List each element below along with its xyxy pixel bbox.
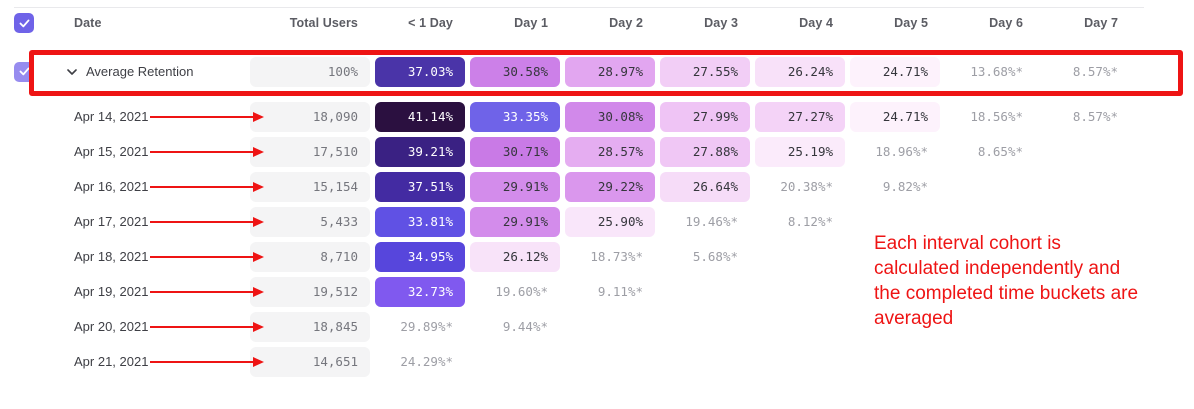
total-users-cell[interactable]: 18,845 <box>250 311 370 342</box>
retention-cell[interactable]: 37.03% <box>375 56 465 87</box>
retention-cell[interactable]: 13.68%* <box>970 64 1023 79</box>
retention-cell[interactable]: 18.96%* <box>875 144 928 159</box>
retention-cell[interactable]: 37.51% <box>375 171 465 202</box>
column-header-day-7: Day 7 <box>1084 16 1118 30</box>
retention-cell[interactable]: 29.89%* <box>400 319 453 334</box>
date-row[interactable]: Apr 18, 2021 8,710 34.95% 26.12% 18.73%* 5.… <box>14 239 1144 274</box>
column-header-day-3: Day 3 <box>704 16 738 30</box>
total-users-cell[interactable]: 19,512 <box>250 276 370 307</box>
retention-cell[interactable]: 30.71% <box>470 136 560 167</box>
retention-cell[interactable]: 27.55% <box>660 56 750 87</box>
retention-cell[interactable]: 27.99% <box>660 101 750 132</box>
retention-cell[interactable]: 25.19% <box>755 136 845 167</box>
total-users-cell[interactable]: 15,154 <box>250 171 370 202</box>
retention-cell[interactable]: 5.68%* <box>692 249 738 264</box>
row-checkbox[interactable] <box>14 61 34 82</box>
retention-cell[interactable]: 24.71% <box>850 101 940 132</box>
retention-cell[interactable]: 41.14% <box>375 101 465 132</box>
date-label: Apr 16, 2021 <box>74 179 149 194</box>
retention-cell[interactable]: 29.91% <box>470 206 560 237</box>
column-header-day-1: Day 1 <box>514 16 548 30</box>
retention-cell[interactable]: 8.57%* <box>1072 64 1118 79</box>
average-retention-label: Average Retention <box>86 64 194 79</box>
date-label: Apr 17, 2021 <box>74 214 149 229</box>
total-users-cell[interactable]: 100% <box>250 56 370 87</box>
retention-cell[interactable]: 33.35% <box>470 101 560 132</box>
retention-cell[interactable]: 30.08% <box>565 101 655 132</box>
average-retention-row[interactable]: Average Retention 100% 37.03% 30.58% 28.97… <box>14 54 1144 89</box>
retention-cell[interactable]: 32.73% <box>375 276 465 307</box>
date-row[interactable]: Apr 17, 2021 5,433 33.81% 29.91% 25.90% 19.… <box>14 204 1144 239</box>
retention-cell[interactable]: 33.81% <box>375 206 465 237</box>
check-icon <box>19 19 29 27</box>
date-row[interactable]: Apr 20, 2021 18,845 29.89%* 9.44%* <box>14 309 1144 344</box>
table-header-row: Date Total Users < 1 Day Day 1 Day 2 Day… <box>14 8 1144 38</box>
date-label: Apr 19, 2021 <box>74 284 149 299</box>
date-row[interactable]: Apr 15, 2021 17,510 39.21% 30.71% 28.57% 27… <box>14 134 1144 169</box>
column-header-day-2: Day 2 <box>609 16 643 30</box>
total-users-cell[interactable]: 14,651 <box>250 346 370 377</box>
retention-cell[interactable]: 25.90% <box>565 206 655 237</box>
retention-cell[interactable]: 26.24% <box>755 56 845 87</box>
column-header-date: Date <box>74 16 102 30</box>
retention-cell[interactable]: 29.91% <box>470 171 560 202</box>
check-icon <box>19 67 29 76</box>
retention-cell[interactable]: 27.88% <box>660 136 750 167</box>
retention-cell[interactable]: 8.12%* <box>787 214 833 229</box>
date-label: Apr 15, 2021 <box>74 144 149 159</box>
retention-cell[interactable]: 26.12% <box>470 241 560 272</box>
retention-cell[interactable]: 9.11%* <box>597 284 643 299</box>
column-header-day-5: Day 5 <box>894 16 928 30</box>
date-label: Apr 20, 2021 <box>74 319 149 334</box>
retention-cell[interactable]: 19.60%* <box>495 284 548 299</box>
retention-cell[interactable]: 8.57%* <box>1072 109 1118 124</box>
retention-cell[interactable]: 26.64% <box>660 171 750 202</box>
column-header-day-6: Day 6 <box>989 16 1023 30</box>
retention-cell[interactable]: 9.44%* <box>502 319 548 334</box>
total-users-cell[interactable]: 8,710 <box>250 241 370 272</box>
retention-cell[interactable]: 29.22% <box>565 171 655 202</box>
retention-cell[interactable]: 27.27% <box>755 101 845 132</box>
retention-cell[interactable]: 19.46%* <box>685 214 738 229</box>
column-header-lt-1-day: < 1 Day <box>408 16 453 30</box>
chevron-down-icon[interactable] <box>67 68 77 75</box>
retention-cell[interactable]: 39.21% <box>375 136 465 167</box>
date-label: Apr 18, 2021 <box>74 249 149 264</box>
retention-table: Date Total Users < 1 Day Day 1 Day 2 Day… <box>14 7 1144 379</box>
total-users-cell[interactable]: 17,510 <box>250 136 370 167</box>
retention-cell[interactable]: 24.71% <box>850 56 940 87</box>
total-users-cell[interactable]: 5,433 <box>250 206 370 237</box>
retention-cell[interactable]: 24.29%* <box>400 354 453 369</box>
retention-cell[interactable]: 20.38%* <box>780 179 833 194</box>
retention-cell[interactable]: 18.73%* <box>590 249 643 264</box>
date-row[interactable]: Apr 19, 2021 19,512 32.73% 19.60%* 9.11%* <box>14 274 1144 309</box>
date-row[interactable]: Apr 14, 2021 18,090 41.14% 33.35% 30.08% 27… <box>14 99 1144 134</box>
select-all-checkbox[interactable] <box>14 13 34 33</box>
date-label: Apr 21, 2021 <box>74 354 149 369</box>
retention-cell[interactable]: 9.82%* <box>882 179 928 194</box>
retention-cell[interactable]: 34.95% <box>375 241 465 272</box>
retention-cell[interactable]: 28.57% <box>565 136 655 167</box>
retention-cell[interactable]: 18.56%* <box>970 109 1023 124</box>
date-row[interactable]: Apr 21, 2021 14,651 24.29%* <box>14 344 1144 379</box>
column-header-total-users: Total Users <box>289 16 358 30</box>
date-row[interactable]: Apr 16, 2021 15,154 37.51% 29.91% 29.22% 26… <box>14 169 1144 204</box>
column-header-day-4: Day 4 <box>799 16 833 30</box>
retention-cell[interactable]: 28.97% <box>565 56 655 87</box>
retention-cell[interactable]: 8.65%* <box>977 144 1023 159</box>
total-users-cell[interactable]: 18,090 <box>250 101 370 132</box>
date-label: Apr 14, 2021 <box>74 109 149 124</box>
retention-cell[interactable]: 30.58% <box>470 56 560 87</box>
